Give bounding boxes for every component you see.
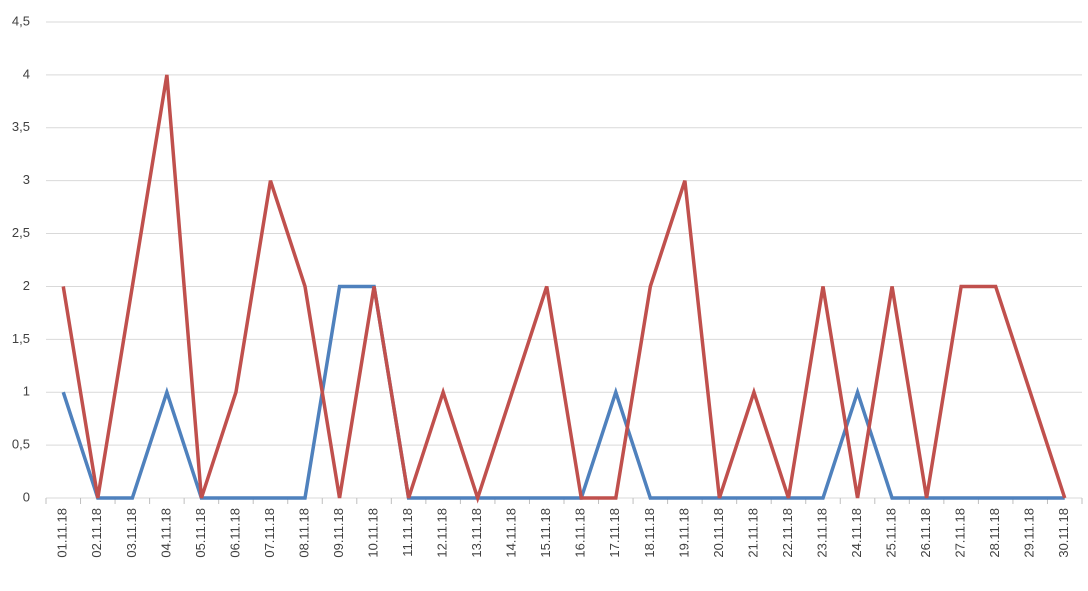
- y-tick-label: 4,5: [12, 13, 30, 28]
- x-tick-label: 29.11.18: [1022, 508, 1037, 558]
- x-tick-label: 17.11.18: [607, 508, 622, 558]
- x-tick-label: 30.11.18: [1056, 508, 1071, 558]
- x-tick-label: 01.11.18: [55, 508, 70, 558]
- x-tick-label: 22.11.18: [780, 508, 795, 558]
- x-tick-label: 04.11.18: [158, 508, 173, 558]
- x-tick-label: 11.11.18: [400, 508, 415, 557]
- y-tick-label: 1: [23, 384, 30, 399]
- x-tick-label: 12.11.18: [435, 508, 450, 558]
- y-tick-label: 4: [23, 66, 30, 81]
- x-tick-label: 28.11.18: [987, 508, 1002, 558]
- x-tick-label: 21.11.18: [745, 508, 760, 558]
- x-tick-label: 15.11.18: [538, 508, 553, 558]
- x-tick-label: 03.11.18: [124, 508, 139, 558]
- y-tick-label: 3: [23, 172, 30, 187]
- x-tick-label: 16.11.18: [573, 508, 588, 558]
- x-tick-label: 13.11.18: [469, 508, 484, 558]
- y-tick-label: 1,5: [12, 331, 30, 346]
- x-tick-label: 23.11.18: [814, 508, 829, 558]
- x-tick-label: 19.11.18: [676, 508, 691, 558]
- y-tick-label: 0,5: [12, 437, 30, 452]
- y-tick-label: 2,5: [12, 225, 30, 240]
- x-tick-label: 18.11.18: [642, 508, 657, 558]
- x-tick-label: 24.11.18: [849, 508, 864, 558]
- x-tick-label: 08.11.18: [296, 508, 311, 558]
- y-tick-label: 0: [23, 489, 30, 504]
- x-tick-label: 20.11.18: [711, 508, 726, 558]
- x-tick-label: 05.11.18: [193, 508, 208, 558]
- y-tick-label: 2: [23, 278, 30, 293]
- series-line: [61, 74, 1067, 504]
- x-tick-label: 02.11.18: [89, 508, 104, 558]
- x-tick-label: 10.11.18: [366, 508, 381, 558]
- x-tick-label: 27.11.18: [953, 508, 968, 558]
- x-tick-label: 07.11.18: [262, 508, 277, 558]
- x-tick-label: 25.11.18: [884, 508, 899, 558]
- x-tick-label: 09.11.18: [331, 508, 346, 558]
- x-tick-label: 26.11.18: [918, 508, 933, 558]
- x-tick-label: 14.11.18: [504, 508, 519, 558]
- x-tick-label: 06.11.18: [227, 508, 242, 558]
- series-line: [61, 284, 1065, 500]
- y-tick-label: 3,5: [12, 119, 30, 134]
